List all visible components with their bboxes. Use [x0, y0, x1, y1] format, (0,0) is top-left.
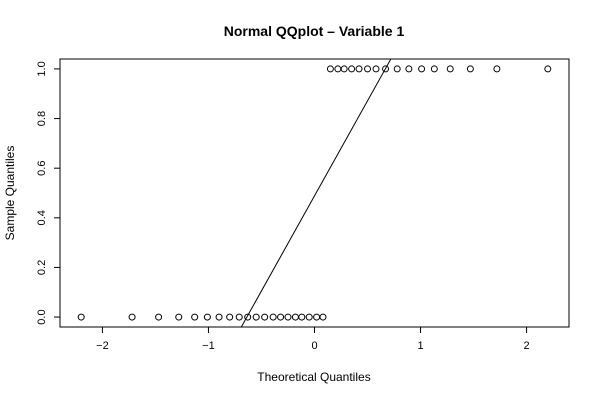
- data-point: [298, 313, 306, 321]
- data-point: [430, 65, 438, 73]
- data-point: [128, 313, 136, 321]
- data-point: [348, 65, 356, 73]
- x-tick-label: −2: [96, 340, 109, 352]
- data-point: [418, 65, 426, 73]
- data-point: [77, 313, 85, 321]
- y-tick-label: 0.0: [36, 309, 48, 324]
- x-tick-label: 0: [311, 340, 317, 352]
- data-point: [340, 65, 348, 73]
- data-point: [215, 313, 223, 321]
- x-axis-label: Theoretical Quantiles: [257, 370, 370, 384]
- data-point: [466, 65, 474, 73]
- data-point: [334, 65, 342, 73]
- data-point: [364, 65, 372, 73]
- data-point: [175, 313, 183, 321]
- y-tick-label: 0.6: [36, 161, 48, 176]
- data-point: [235, 313, 243, 321]
- data-point: [244, 313, 252, 321]
- data-point: [305, 313, 313, 321]
- data-points: [77, 65, 552, 321]
- data-point: [313, 313, 321, 321]
- data-point: [226, 313, 234, 321]
- reference-line-layer: [240, 58, 392, 328]
- data-point: [291, 313, 299, 321]
- x-axis: −2 −1 0 1 2: [96, 327, 530, 352]
- data-point: [252, 313, 260, 321]
- data-point: [277, 313, 285, 321]
- y-tick-label: 1.0: [36, 61, 48, 76]
- y-tick-label: 0.4: [36, 210, 48, 225]
- data-point: [405, 65, 413, 73]
- data-point: [372, 65, 380, 73]
- data-point: [544, 65, 552, 73]
- data-point: [446, 65, 454, 73]
- data-point: [155, 313, 163, 321]
- data-point: [191, 313, 199, 321]
- x-tick-label: −1: [202, 340, 215, 352]
- x-tick-label: 2: [524, 340, 530, 352]
- qq-reference-line: [240, 58, 392, 328]
- chart-title: Normal QQplot – Variable 1: [224, 23, 405, 39]
- data-point: [355, 65, 363, 73]
- data-point: [269, 313, 277, 321]
- y-tick-label: 0.8: [36, 111, 48, 126]
- data-point: [319, 313, 327, 321]
- data-point: [203, 313, 211, 321]
- data-point: [382, 65, 390, 73]
- y-axis: 0.0 0.2 0.4 0.6 0.8 1.0: [36, 61, 60, 325]
- data-point: [261, 313, 269, 321]
- data-point: [493, 65, 501, 73]
- x-tick-label: 1: [417, 340, 423, 352]
- y-axis-label: Sample Quantiles: [3, 146, 17, 241]
- data-point: [284, 313, 292, 321]
- plot-frame: [59, 58, 570, 328]
- data-point: [393, 65, 401, 73]
- data-point: [326, 65, 334, 73]
- y-tick-label: 0.2: [36, 260, 48, 275]
